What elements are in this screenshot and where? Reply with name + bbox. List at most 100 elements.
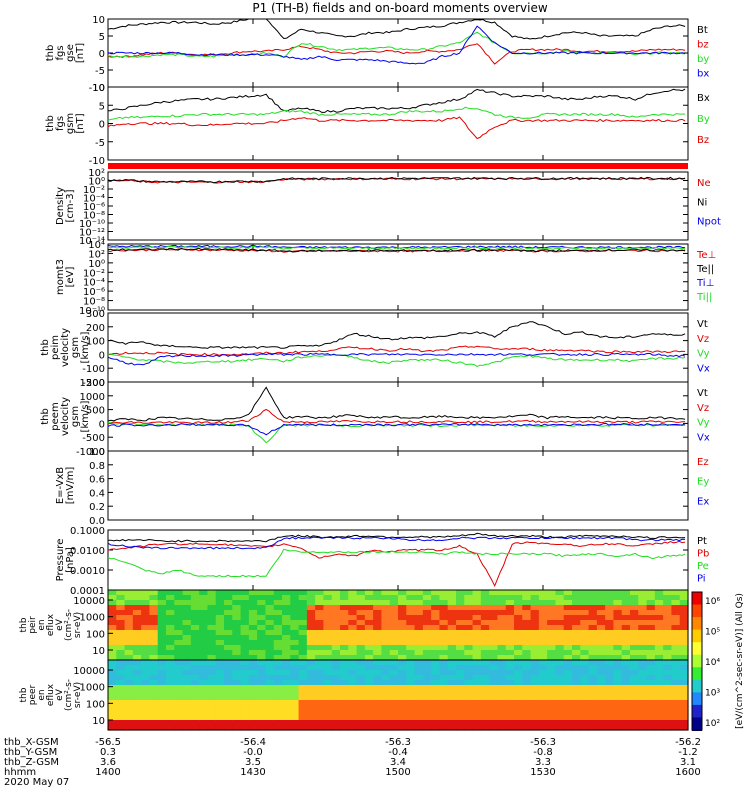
spectrogram-cell [190,725,200,731]
spectrogram-cell [613,695,623,701]
spectrogram-cell [290,625,300,631]
spectrogram-cell [306,685,316,691]
spectrogram-cell [588,645,598,651]
spectrogram-cell [596,680,606,686]
spectrogram-cell [257,655,267,661]
spectrogram-cell [580,605,590,611]
spectrogram-cell [630,650,639,656]
spectrogram-cell [108,690,117,696]
spectrogram-cell [348,650,358,656]
spectrogram-cell [679,685,689,691]
y-axis-label-line: peir [28,616,38,634]
spectrogram-cell [638,630,648,636]
spectrogram-cell [406,705,416,711]
spectrogram-cell [348,605,358,611]
spectrogram-cell [480,625,490,631]
spectrogram-cell [364,685,374,691]
spectrogram-cell [190,655,200,661]
spectrogram-cell [315,710,325,716]
spectrogram-cell [141,670,151,676]
spectrogram-cell [306,710,316,716]
spectrogram-cell [141,620,151,626]
spectrogram-cell [124,635,134,641]
spectrogram-cell [406,600,416,606]
spectrogram-cell [514,695,523,701]
spectrogram-cell [431,665,441,671]
spectrogram-cell [514,640,523,646]
spectrogram-cell [248,630,258,636]
spectrogram-cell [306,705,316,711]
spectrogram-cell [613,640,623,646]
spectrogram-cell [522,725,532,731]
spectrogram-cell [381,615,391,621]
spectrogram-cell [340,610,349,616]
spectrogram-cell [538,630,548,636]
spectrogram-cell [149,720,159,726]
spectrogram-cell [116,635,126,641]
spectrogram-cell [431,685,441,691]
spectrogram-cell [621,635,631,641]
spectrogram-cell [190,595,200,601]
spectrogram-cell [199,615,209,621]
spectrogram-cell [124,590,134,596]
series-line-Ti|| [107,245,686,250]
spectrogram-cell [199,595,209,601]
spectrogram-cell [199,645,209,651]
y-tick-label: 10⁻⁴ [83,194,105,205]
spectrogram-cell [431,680,441,686]
spectrogram-cell [514,705,523,711]
spectrogram-cell [240,610,250,616]
spectrogram-cell [331,720,341,726]
spectrogram-cell [522,710,532,716]
spectrogram-cell [621,705,631,711]
spectrogram-cell [555,655,565,661]
spectrogram-cell [232,655,242,661]
series-line-Bt [107,18,686,40]
spectrogram-cell [422,715,432,721]
spectrogram-cell [671,650,681,656]
spectrogram-cell [572,655,581,661]
spectrogram-cell [489,655,499,661]
spectrogram-cell [414,720,424,726]
spectrogram-cell [199,630,209,636]
spectrogram-cell [497,720,507,726]
spectrogram-cell [572,670,581,676]
spectrogram-cell [572,590,581,596]
spectrogram-cell [439,655,449,661]
spectrogram-cell [298,710,308,716]
spectrogram-cell [265,655,275,661]
spectrogram-cell [232,625,242,631]
spectrogram-cell [207,700,217,706]
spectrogram-cell [514,710,523,716]
spectrogram-cell [381,600,391,606]
spectrogram-cell [414,670,424,676]
spectrogram-cell [224,660,233,666]
spectrogram-cell [348,610,358,616]
spectrogram-cell [290,665,300,671]
spectrogram-cell [282,595,291,601]
spectrogram-cell [381,675,391,681]
spectrogram-cell [340,680,349,686]
spectrogram-cell [613,690,623,696]
spectrogram-cell [646,680,656,686]
spectrogram-cell [497,595,507,601]
spectrogram-cell [108,670,117,676]
spectrogram-cell [472,665,482,671]
spectrogram-cell [630,670,639,676]
spectrogram-cell [199,700,209,706]
spectrogram-cell [547,715,557,721]
spectrogram-cell [373,720,383,726]
spectrogram-cell [340,650,349,656]
panel-frame [107,86,689,161]
spectrogram-cell [422,660,432,666]
y-tick-label: -5 [95,138,105,149]
spectrogram-cell [505,610,515,616]
spectrogram-cell [248,670,258,676]
spectrogram-cell [422,690,432,696]
panel-frame [107,529,689,591]
spectrogram-cell [447,650,457,656]
spectrogram-cell [149,680,159,686]
spectrogram-cell [381,705,391,711]
spectrogram-cell [621,640,631,646]
spectrogram-cell [132,685,142,691]
